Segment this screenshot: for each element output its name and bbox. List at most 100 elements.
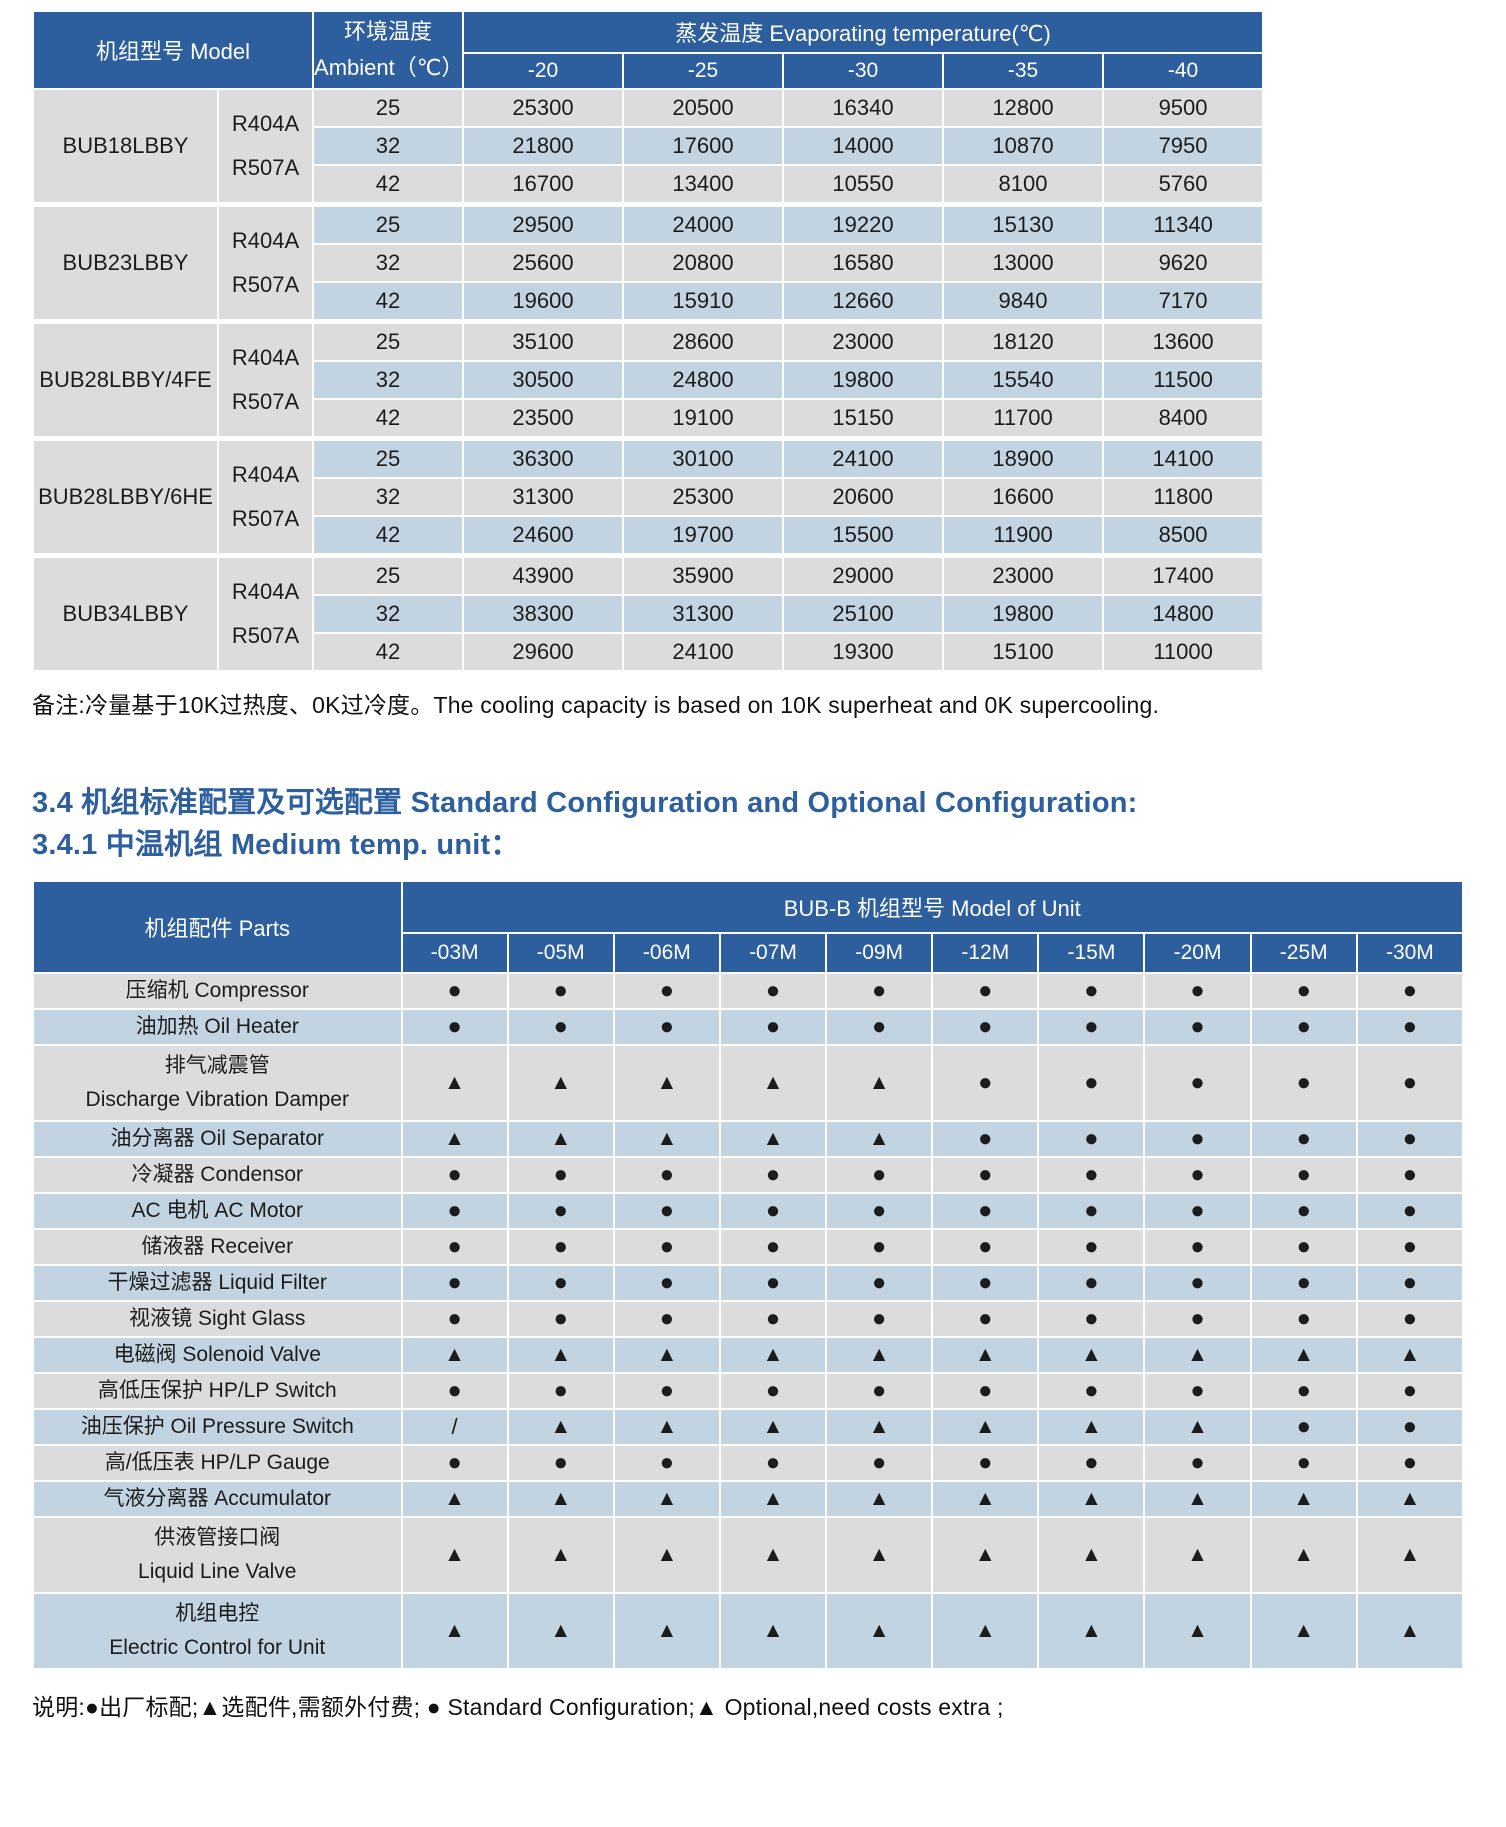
standard-config-marker: ● — [1143, 1008, 1252, 1046]
standard-config-marker: ● — [931, 1444, 1040, 1482]
standard-config-marker: ● — [1037, 1228, 1146, 1266]
capacity-value: 8100 — [942, 164, 1105, 206]
standard-config-marker: ● — [1249, 1192, 1358, 1230]
standard-config-marker: ● — [1143, 1156, 1252, 1194]
standard-config-marker: ● — [1143, 1300, 1252, 1338]
standard-config-marker: ● — [1355, 1008, 1465, 1046]
optional-config-marker: ▲ — [825, 1044, 934, 1122]
capacity-value: 14800 — [1102, 594, 1265, 634]
standard-config-marker: ● — [400, 1228, 509, 1266]
capacity-value: 25100 — [782, 594, 945, 634]
capacity-value: 36300 — [462, 436, 625, 479]
capacity-value: 15540 — [942, 360, 1105, 400]
standard-config-marker: ● — [612, 1300, 721, 1338]
capacity-value: 29500 — [462, 202, 625, 245]
refrigerant-name: R507A — [231, 155, 300, 180]
capacity-value: 29000 — [782, 553, 945, 596]
optional-config-marker: ▲ — [825, 1516, 934, 1594]
model-of-unit-group-header: BUB-B 机组型号 Model of Unit — [400, 880, 1464, 934]
ambient-temp-value: 42 — [312, 632, 465, 672]
part-name-cell: 高/低压表 HP/LP Gauge — [32, 1444, 403, 1482]
cooling-capacity-table: 机组型号 Model 环境温度 Ambient（℃） 蒸发温度 Evaporat… — [31, 10, 1265, 672]
unit-model-column-header: -12M — [931, 932, 1040, 974]
optional-config-marker: ▲ — [612, 1516, 721, 1594]
standard-config-marker: ● — [1143, 1120, 1252, 1158]
capacity-value: 10550 — [782, 164, 945, 206]
capacity-value: 19800 — [782, 360, 945, 400]
capacity-value: 19220 — [782, 202, 945, 245]
part-name-line: 供液管接口阀 — [154, 1526, 281, 1549]
capacity-value: 11700 — [942, 398, 1105, 440]
capacity-table-body: BUB18LBBY R404A R507A 25 25300 20500 16340 1280… — [32, 88, 1265, 672]
part-name-line: Liquid Line Valve — [138, 1560, 297, 1583]
standard-config-marker: ● — [931, 1264, 1040, 1302]
capacity-value: 15910 — [622, 281, 785, 323]
capacity-value: 16340 — [782, 88, 945, 128]
model-name: BUB34LBBY — [32, 553, 219, 672]
capacity-value: 12660 — [782, 281, 945, 323]
model-name: BUB23LBBY — [32, 202, 219, 323]
standard-config-marker: ● — [825, 1192, 934, 1230]
capacity-row: BUB18LBBY R404A R507A 25 25300 20500 16340 1280… — [32, 88, 1265, 206]
capacity-value: 14000 — [782, 126, 945, 166]
unit-model-columns-row: -03M -05M -06M -07M -09M -12M -15M -20M -25M -30M — [33, 932, 1465, 974]
capacity-value: 15100 — [942, 632, 1105, 672]
standard-config-marker: ● — [718, 1192, 828, 1230]
capacity-value: 25600 — [462, 243, 625, 283]
capacity-value: 25300 — [462, 88, 625, 128]
optional-config-marker: ▲ — [506, 1480, 615, 1518]
part-name-cell: 视液镜 Sight Glass — [32, 1300, 403, 1338]
part-name-line: 电磁阀 Solenoid Valve — [113, 1343, 321, 1366]
part-name-line: 油分离器 Oil Separator — [110, 1127, 325, 1150]
optional-config-marker: ▲ — [931, 1516, 1040, 1594]
capacity-row: 32 30500 24800 19800 15540 11500 — [33, 360, 1265, 400]
capacity-row: 42 24600 19700 15500 11900 8500 — [33, 515, 1265, 557]
ambient-temp-value: 32 — [312, 594, 465, 634]
capacity-value: 19600 — [462, 281, 625, 323]
standard-config-marker: ● — [825, 1156, 934, 1194]
optional-config-marker: ▲ — [1037, 1336, 1146, 1374]
capacity-value: 25300 — [622, 477, 785, 517]
config-row: 机组电控 Electric Control for Unit ▲ ▲ ▲ ▲ ▲ ▲ ▲ ▲ ▲ ▲ — [32, 1592, 1465, 1670]
optional-config-marker: ▲ — [718, 1120, 828, 1158]
standard-config-marker: ● — [1037, 1156, 1146, 1194]
part-name-cell: 排气减震管 Discharge Vibration Damper — [32, 1044, 403, 1122]
refrigerant-name: R404A — [231, 345, 300, 370]
capacity-value: 24800 — [622, 360, 785, 400]
optional-config-marker: ▲ — [612, 1480, 721, 1518]
ambient-temp-value: 42 — [312, 398, 465, 440]
standard-config-marker: ● — [1037, 1444, 1146, 1482]
ambient-temp-value: 25 — [312, 88, 465, 128]
document-page: 机组型号 Model 环境温度 Ambient（℃） 蒸发温度 Evaporat… — [31, 10, 1465, 1720]
standard-config-marker: ● — [931, 1372, 1040, 1410]
capacity-value: 14100 — [1102, 436, 1265, 479]
config-row: 高低压保护 HP/LP Switch ● ● ● ● ● ● ● ● ● ● — [32, 1372, 1465, 1410]
optional-config-marker: ▲ — [718, 1336, 828, 1374]
standard-config-marker: ● — [612, 1444, 721, 1482]
capacity-value: 35100 — [462, 319, 625, 362]
ambient-header-line1: 环境温度 — [344, 19, 433, 44]
capacity-value: 16700 — [462, 164, 625, 206]
standard-config-marker: ● — [1143, 1264, 1252, 1302]
part-name-line: 储液器 Receiver — [141, 1235, 294, 1258]
part-name-line: 冷凝器 Condensor — [131, 1163, 304, 1186]
standard-config-marker: ● — [1143, 1444, 1252, 1482]
capacity-row: 42 23500 19100 15150 11700 8400 — [33, 398, 1265, 440]
config-row: AC 电机 AC Motor ● ● ● ● ● ● ● ● ● ● — [32, 1192, 1465, 1230]
standard-config-marker: ● — [506, 972, 615, 1010]
standard-config-marker: ● — [506, 1008, 615, 1046]
capacity-value: 7950 — [1102, 126, 1265, 166]
capacity-value: 19100 — [622, 398, 785, 440]
capacity-row: BUB28LBBY/4FE R404A R507A 25 35100 28600 23000… — [32, 319, 1265, 440]
standard-config-marker: ● — [506, 1300, 615, 1338]
optional-config-marker: ▲ — [612, 1044, 721, 1122]
capacity-value: 16580 — [782, 243, 945, 283]
capacity-value: 13000 — [942, 243, 1105, 283]
standard-config-marker: ● — [1355, 1300, 1465, 1338]
capacity-value: 12800 — [942, 88, 1105, 128]
standard-config-marker: ● — [612, 1372, 721, 1410]
part-name-line: 油加热 Oil Heater — [135, 1015, 299, 1038]
optional-config-marker: ▲ — [612, 1336, 721, 1374]
part-name-cell: 冷凝器 Condensor — [32, 1156, 403, 1194]
optional-config-marker: ▲ — [718, 1408, 828, 1446]
